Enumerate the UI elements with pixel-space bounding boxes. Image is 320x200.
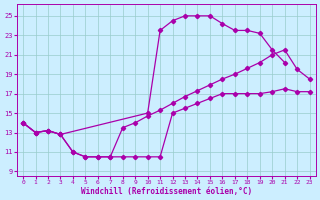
X-axis label: Windchill (Refroidissement éolien,°C): Windchill (Refroidissement éolien,°C) — [81, 187, 252, 196]
